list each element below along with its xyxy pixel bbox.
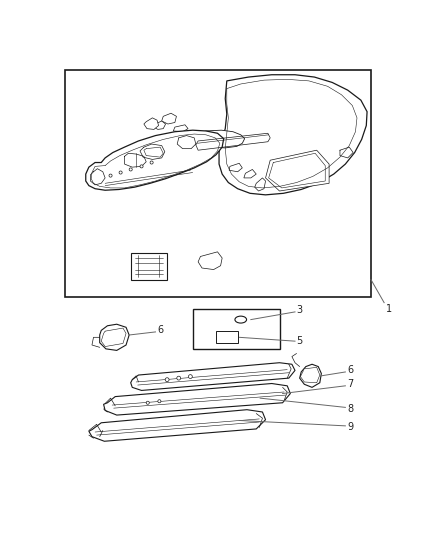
Circle shape xyxy=(119,171,122,174)
Bar xyxy=(65,70,371,296)
Polygon shape xyxy=(265,150,329,191)
Text: 5: 5 xyxy=(297,336,303,346)
Ellipse shape xyxy=(235,316,247,323)
Circle shape xyxy=(177,376,181,380)
Text: 1: 1 xyxy=(386,304,392,314)
Text: 6: 6 xyxy=(347,366,353,375)
Circle shape xyxy=(140,165,143,168)
Polygon shape xyxy=(229,163,242,172)
Polygon shape xyxy=(131,253,167,280)
Polygon shape xyxy=(255,178,265,191)
Polygon shape xyxy=(89,410,265,441)
Polygon shape xyxy=(100,324,129,350)
Polygon shape xyxy=(194,130,245,148)
Polygon shape xyxy=(244,169,256,178)
Circle shape xyxy=(150,161,153,164)
Bar xyxy=(216,331,238,343)
Polygon shape xyxy=(103,384,290,415)
Circle shape xyxy=(146,401,149,405)
Circle shape xyxy=(188,375,192,378)
Polygon shape xyxy=(162,113,177,124)
Text: 7: 7 xyxy=(347,379,353,389)
Polygon shape xyxy=(167,139,181,151)
Text: 6: 6 xyxy=(157,325,163,335)
Polygon shape xyxy=(173,125,188,132)
Polygon shape xyxy=(144,118,159,130)
Polygon shape xyxy=(131,363,295,391)
Bar xyxy=(193,309,279,349)
Circle shape xyxy=(165,378,169,382)
Polygon shape xyxy=(198,252,222,270)
Polygon shape xyxy=(219,75,367,195)
Circle shape xyxy=(158,400,161,403)
Polygon shape xyxy=(154,121,166,130)
Polygon shape xyxy=(300,364,321,387)
Text: 9: 9 xyxy=(347,422,353,432)
Circle shape xyxy=(129,168,132,171)
Text: 3: 3 xyxy=(297,305,303,316)
Text: 8: 8 xyxy=(347,404,353,414)
Polygon shape xyxy=(86,130,224,190)
Circle shape xyxy=(109,174,112,177)
